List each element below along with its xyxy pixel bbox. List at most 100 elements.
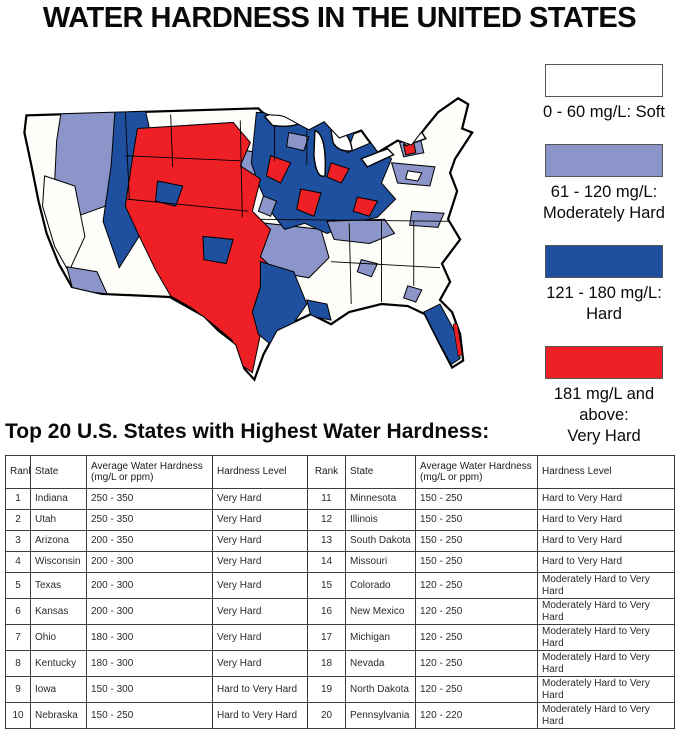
cell-hardness-level: Very Hard bbox=[212, 551, 308, 573]
cell-state: Wisconsin bbox=[30, 551, 87, 573]
cell-avg-hardness-2: 120 - 220 bbox=[415, 702, 538, 729]
table-row: 10 Nebraska 150 - 250 Hard to Very Hard … bbox=[5, 702, 675, 729]
cell-rank: 6 bbox=[5, 598, 31, 625]
cell-avg-hardness-2: 120 - 250 bbox=[415, 624, 538, 651]
cell-hardness-level-2: Moderately Hard to Very Hard bbox=[537, 598, 675, 625]
us-map-svg bbox=[23, 96, 474, 382]
col-header-avg-hardness-2: Average Water Hardness (mg/L or ppm) bbox=[415, 455, 538, 489]
map-region-wisconsin-moderate-patch bbox=[286, 131, 310, 152]
table-row: 8 Kentucky 180 - 300 Very Hard 18 Nevada… bbox=[5, 650, 675, 677]
cell-hardness-level-2: Hard to Very Hard bbox=[537, 509, 675, 531]
cell-avg-hardness: 200 - 300 bbox=[86, 598, 213, 625]
map-region-kytn-moderate bbox=[326, 218, 396, 245]
map-region-socal-moderate bbox=[66, 266, 108, 295]
map-region-pennsylvania-soft-center bbox=[405, 170, 423, 182]
cell-avg-hardness-2: 150 - 250 bbox=[415, 488, 538, 510]
cell-state: Nebraska bbox=[30, 702, 87, 729]
map-region-minnesota-red-patch bbox=[265, 155, 292, 184]
hardness-table: Rank State Average Water Hardness (mg/L … bbox=[5, 455, 675, 729]
cell-rank-2: 11 bbox=[307, 488, 346, 510]
map-region-florida-hard bbox=[423, 303, 461, 366]
cell-state: Indiana bbox=[30, 488, 87, 510]
table-row: 1 Indiana 250 - 350 Very Hard 11 Minneso… bbox=[5, 488, 675, 510]
cell-rank: 2 bbox=[5, 509, 31, 531]
cell-state: Utah bbox=[30, 509, 87, 531]
col-header-state: State bbox=[30, 455, 87, 489]
cell-hardness-level: Very Hard bbox=[212, 509, 308, 531]
cell-avg-hardness: 200 - 350 bbox=[86, 530, 213, 552]
cell-hardness-level: Very Hard bbox=[212, 598, 308, 625]
map-region-michigan-red-patch bbox=[326, 162, 350, 184]
cell-hardness-level: Very Hard bbox=[212, 530, 308, 552]
cell-state-2: Michigan bbox=[345, 624, 416, 651]
cell-avg-hardness: 250 - 350 bbox=[86, 488, 213, 510]
cell-state-2: Minnesota bbox=[345, 488, 416, 510]
cell-rank: 1 bbox=[5, 488, 31, 510]
cell-hardness-level-2: Hard to Very Hard bbox=[537, 488, 675, 510]
cell-avg-hardness-2: 150 - 250 bbox=[415, 509, 538, 531]
cell-avg-hardness-2: 120 - 250 bbox=[415, 598, 538, 625]
soft-color-swatch bbox=[545, 64, 663, 97]
cell-hardness-level-2: Hard to Very Hard bbox=[537, 551, 675, 573]
cell-state: Arizona bbox=[30, 530, 87, 552]
cell-rank: 3 bbox=[5, 530, 31, 552]
map-region-ohio-red-patch bbox=[352, 196, 379, 217]
map-region-idaho-hard-patch bbox=[154, 180, 184, 207]
cell-state-2: Illinois bbox=[345, 509, 416, 531]
cell-hardness-level-2: Hard to Very Hard bbox=[537, 530, 675, 552]
cell-hardness-level: Hard to Very Hard bbox=[212, 702, 308, 729]
cell-hardness-level-2: Moderately Hard to Very Hard bbox=[537, 650, 675, 677]
legend-item-soft: 0 - 60 mg/L: Soft bbox=[533, 64, 675, 123]
cell-hardness-level: Very Hard bbox=[212, 650, 308, 677]
col-header-hardness-level-2: Hardness Level bbox=[537, 455, 675, 489]
cell-state-2: Pennsylvania bbox=[345, 702, 416, 729]
legend-label: 61 - 120 mg/L: Moderately Hard bbox=[543, 183, 665, 222]
map-region-colorado-hard-patch bbox=[202, 235, 234, 265]
hardness-table-body: 1 Indiana 250 - 350 Very Hard 11 Minneso… bbox=[5, 488, 675, 729]
cell-avg-hardness: 200 - 300 bbox=[86, 551, 213, 573]
col-header-avg-hardness: Average Water Hardness (mg/L or ppm) bbox=[86, 455, 213, 489]
table-row: 7 Ohio 180 - 300 Very Hard 17 Michigan 1… bbox=[5, 624, 675, 651]
cell-state: Texas bbox=[30, 572, 87, 599]
cell-rank-2: 20 bbox=[307, 702, 346, 729]
legend-item-very-hard: 181 mg/L and above: Very Hard bbox=[533, 346, 675, 447]
col-header-rank: Rank bbox=[5, 455, 31, 489]
cell-avg-hardness-2: 120 - 250 bbox=[415, 572, 538, 599]
cell-rank-2: 18 bbox=[307, 650, 346, 677]
cell-rank: 8 bbox=[5, 650, 31, 677]
page-title: WATER HARDNESS IN THE UNITED STATES bbox=[42, 2, 637, 34]
cell-rank: 10 bbox=[5, 702, 31, 729]
cell-rank-2: 17 bbox=[307, 624, 346, 651]
cell-hardness-level: Very Hard bbox=[212, 572, 308, 599]
map-region-illinois-red-patch bbox=[296, 188, 322, 217]
col-header-state-2: State bbox=[345, 455, 416, 489]
map-region-virginia-moderate bbox=[409, 210, 445, 228]
hard-color-swatch bbox=[545, 245, 663, 278]
cell-state-2: South Dakota bbox=[345, 530, 416, 552]
map-region-se-moderate-2 bbox=[403, 285, 423, 303]
legend-item-moderately-hard: 61 - 120 mg/L: Moderately Hard bbox=[533, 144, 675, 224]
cell-hardness-level: Very Hard bbox=[212, 624, 308, 651]
cell-rank: 5 bbox=[5, 572, 31, 599]
cell-hardness-level-2: Moderately Hard to Very Hard bbox=[537, 572, 675, 599]
table-row: 2 Utah 250 - 350 Very Hard 12 Illinois 1… bbox=[5, 509, 675, 531]
cell-rank-2: 12 bbox=[307, 509, 346, 531]
map-state-borders bbox=[124, 110, 451, 305]
cell-rank: 4 bbox=[5, 551, 31, 573]
legend-item-hard: 121 - 180 mg/L: Hard bbox=[533, 245, 675, 325]
cell-rank-2: 15 bbox=[307, 572, 346, 599]
map-region-iowa-moderate-patch bbox=[257, 195, 278, 217]
table-row: 4 Wisconsin 200 - 300 Very Hard 14 Misso… bbox=[5, 551, 675, 573]
col-header-rank-2: Rank bbox=[307, 455, 346, 489]
cell-avg-hardness: 250 - 350 bbox=[86, 509, 213, 531]
cell-rank-2: 16 bbox=[307, 598, 346, 625]
cell-rank-2: 13 bbox=[307, 530, 346, 552]
cell-state-2: Nevada bbox=[345, 650, 416, 677]
table-row: 3 Arizona 200 - 350 Very Hard 13 South D… bbox=[5, 530, 675, 552]
table-row: 6 Kansas 200 - 300 Very Hard 16 New Mexi… bbox=[5, 598, 675, 625]
table-row: 5 Texas 200 - 300 Very Hard 15 Colorado … bbox=[5, 572, 675, 599]
cell-state: Kansas bbox=[30, 598, 87, 625]
cell-avg-hardness: 150 - 250 bbox=[86, 702, 213, 729]
cell-avg-hardness: 180 - 300 bbox=[86, 624, 213, 651]
legend-label: 121 - 180 mg/L: Hard bbox=[546, 284, 662, 323]
